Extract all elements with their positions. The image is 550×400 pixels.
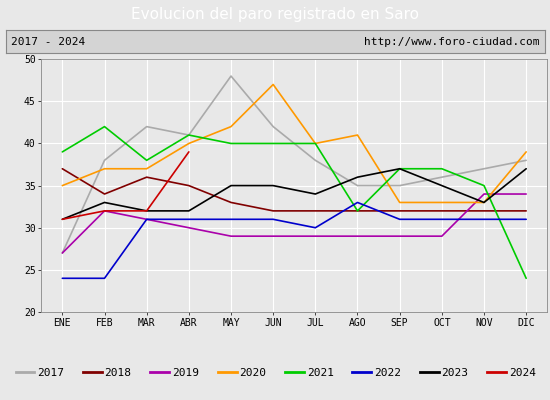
Text: 2022: 2022 [374,368,401,378]
Text: 2018: 2018 [104,368,131,378]
Text: 2024: 2024 [509,368,536,378]
Text: http://www.foro-ciudad.com: http://www.foro-ciudad.com [364,37,539,47]
Text: 2017 - 2024: 2017 - 2024 [11,37,85,47]
Text: 2019: 2019 [172,368,199,378]
Text: 2023: 2023 [442,368,469,378]
Text: 2021: 2021 [307,368,334,378]
Text: 2020: 2020 [239,368,266,378]
Text: Evolucion del paro registrado en Saro: Evolucion del paro registrado en Saro [131,8,419,22]
Text: 2017: 2017 [37,368,64,378]
